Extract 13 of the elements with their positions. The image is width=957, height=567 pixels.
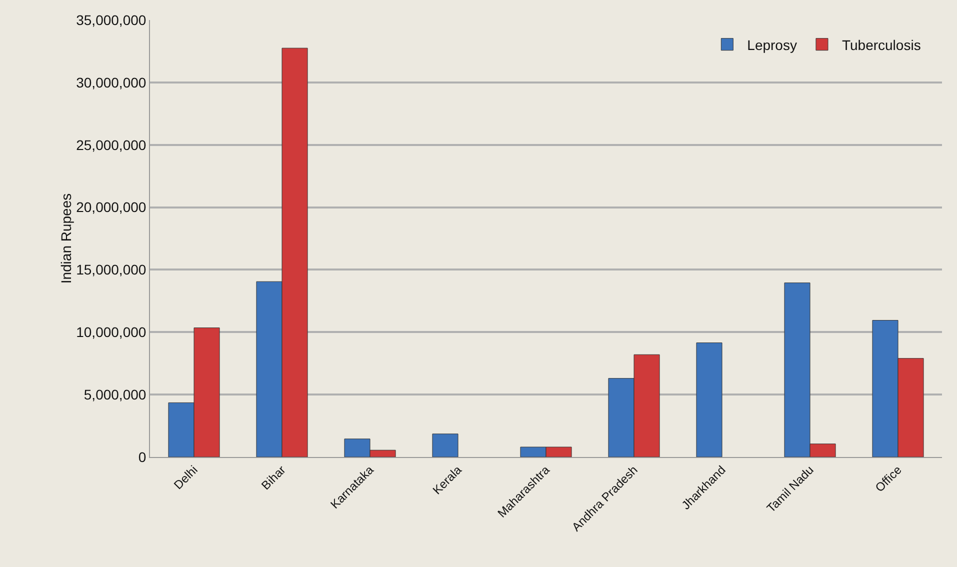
y-tick-label: 25,000,000 [76, 136, 146, 153]
y-tick-label: 30,000,000 [76, 74, 146, 90]
y-axis-title: Indian Rupees [58, 193, 74, 284]
y-tick-label: 5,000,000 [84, 386, 146, 402]
y-tick-label: 35,000,000 [76, 12, 146, 28]
legend-label: Tuberculosis [842, 36, 921, 53]
bar [432, 434, 458, 457]
y-tick-label: 15,000,000 [76, 262, 146, 278]
y-tick-label: 20,000,000 [76, 199, 146, 216]
legend-label: Leprosy [747, 36, 797, 53]
bar [696, 342, 722, 457]
y-tick-label: 0 [138, 448, 146, 465]
y-tick-label: 10,000,000 [76, 324, 146, 340]
